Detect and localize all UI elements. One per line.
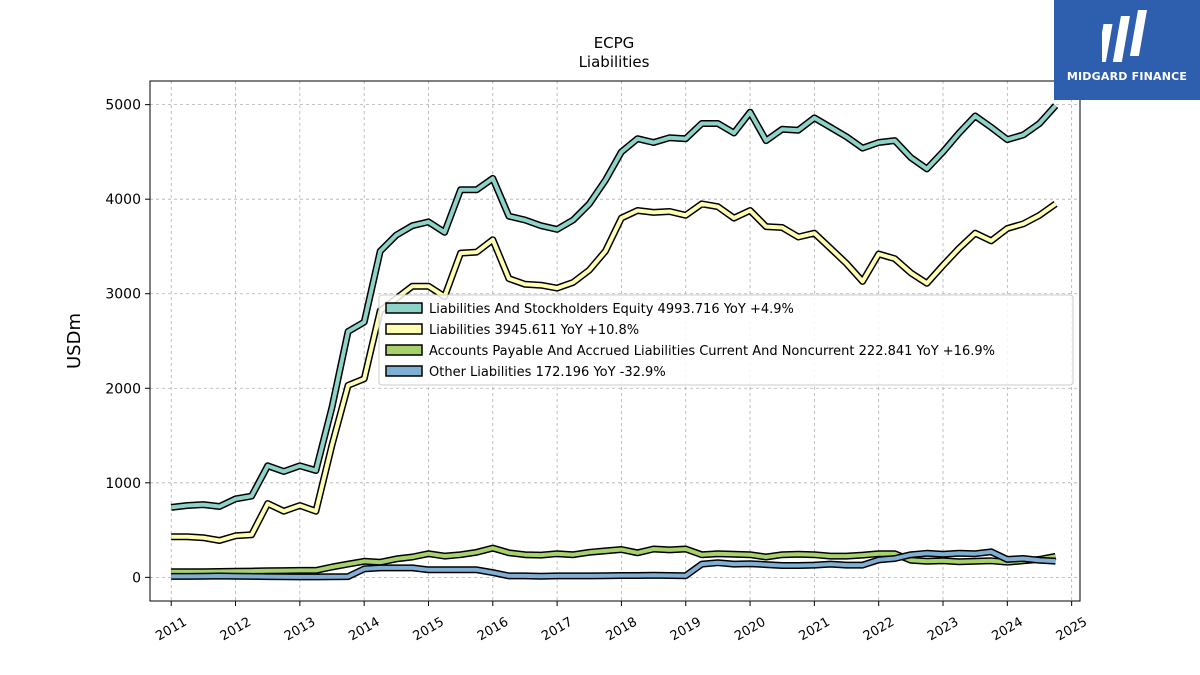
x-tick-label: 2025 bbox=[1054, 615, 1090, 645]
series-1 bbox=[170, 103, 1059, 511]
legend-label: Liabilities And Stockholders Equity 4993… bbox=[429, 302, 794, 317]
y-axis: 0 1000 2000 3000 4000 5000 bbox=[105, 98, 150, 586]
series-line bbox=[171, 546, 1056, 574]
x-tick-label: 2019 bbox=[668, 615, 704, 645]
legend-label: Accounts Payable And Accrued Liabilities… bbox=[429, 344, 995, 359]
brand-mark-icon bbox=[1102, 10, 1147, 62]
x-tick-label: 2022 bbox=[861, 615, 897, 645]
x-tick-label: 2013 bbox=[282, 615, 318, 645]
x-axis: 2011 2012 2013 2014 2015 2016 2017 2018 2019 2020… bbox=[153, 601, 1090, 644]
series-line bbox=[171, 201, 1057, 543]
series-4 bbox=[171, 548, 1056, 581]
series-layer bbox=[170, 103, 1059, 581]
legend: Liabilities And Stockholders Equity 4993… bbox=[378, 294, 1074, 386]
x-tick-label: 2021 bbox=[797, 615, 833, 645]
series-line bbox=[170, 104, 1058, 510]
series-line bbox=[171, 549, 1056, 579]
legend-box bbox=[378, 294, 1074, 386]
y-tick-label: 3000 bbox=[105, 287, 141, 303]
x-tick-label: 2012 bbox=[218, 615, 254, 645]
legend-swatch bbox=[385, 302, 423, 314]
legend-label: Other Liabilities 172.196 YoY -32.9% bbox=[429, 365, 666, 380]
brand-name: MIDGARD FINANCE bbox=[1066, 70, 1188, 83]
x-tick-label: 2016 bbox=[475, 615, 511, 645]
legend-label: Liabilities 3945.611 YoY +10.8% bbox=[429, 323, 639, 338]
x-tick-label: 2023 bbox=[925, 615, 961, 645]
legend-swatch bbox=[385, 344, 423, 356]
x-tick-label: 2014 bbox=[346, 615, 382, 645]
x-tick-label: 2015 bbox=[411, 615, 447, 645]
y-axis-label: USDm bbox=[64, 313, 85, 369]
x-tick-label: 2024 bbox=[989, 615, 1025, 645]
y-tick-label: 1000 bbox=[105, 476, 141, 492]
x-tick-label: 2018 bbox=[604, 615, 640, 645]
y-tick-label: 0 bbox=[132, 570, 141, 586]
series-3 bbox=[171, 544, 1057, 576]
x-tick-label: 2011 bbox=[153, 615, 189, 645]
x-tick-label: 2020 bbox=[732, 615, 768, 645]
x-tick-label: 2017 bbox=[539, 615, 575, 645]
series-2 bbox=[171, 200, 1058, 544]
legend-swatch bbox=[385, 365, 423, 377]
y-tick-label: 4000 bbox=[105, 192, 141, 208]
plot-frame bbox=[149, 80, 1081, 602]
chart-subtitle: Liabilities bbox=[579, 53, 650, 71]
chart-title: ECPG bbox=[594, 34, 635, 52]
y-tick-label: 5000 bbox=[105, 98, 141, 114]
y-tick-label: 2000 bbox=[105, 381, 141, 397]
legend-swatch bbox=[385, 323, 423, 335]
brand-logo: MIDGARD FINANCE bbox=[1054, 0, 1200, 100]
